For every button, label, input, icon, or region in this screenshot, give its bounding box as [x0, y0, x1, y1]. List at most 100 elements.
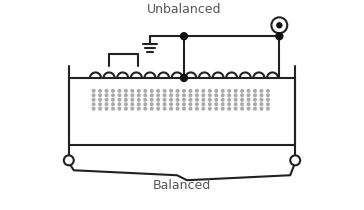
Circle shape: [272, 17, 287, 33]
Circle shape: [247, 94, 250, 97]
Circle shape: [92, 94, 95, 97]
Circle shape: [189, 89, 192, 92]
Circle shape: [118, 94, 121, 97]
Circle shape: [176, 103, 179, 106]
Circle shape: [221, 89, 224, 92]
Circle shape: [112, 89, 114, 92]
Circle shape: [176, 94, 179, 97]
Circle shape: [241, 94, 244, 97]
Circle shape: [234, 103, 237, 106]
Circle shape: [112, 94, 114, 97]
Circle shape: [131, 98, 134, 101]
Circle shape: [131, 103, 134, 106]
Circle shape: [221, 103, 224, 106]
Circle shape: [254, 103, 256, 106]
Circle shape: [131, 107, 134, 110]
Circle shape: [215, 107, 218, 110]
Circle shape: [157, 94, 159, 97]
Circle shape: [150, 89, 153, 92]
Circle shape: [189, 107, 192, 110]
Circle shape: [247, 89, 250, 92]
Circle shape: [150, 98, 153, 101]
Circle shape: [247, 103, 250, 106]
Circle shape: [99, 98, 101, 101]
Circle shape: [247, 107, 250, 110]
Circle shape: [266, 107, 269, 110]
Circle shape: [266, 98, 269, 101]
Circle shape: [254, 107, 256, 110]
Circle shape: [202, 103, 205, 106]
Circle shape: [157, 107, 159, 110]
Circle shape: [163, 98, 166, 101]
Circle shape: [99, 89, 101, 92]
Circle shape: [163, 94, 166, 97]
Circle shape: [189, 98, 192, 101]
Circle shape: [124, 103, 127, 106]
Circle shape: [105, 107, 108, 110]
Circle shape: [157, 98, 159, 101]
Circle shape: [260, 98, 263, 101]
Circle shape: [189, 103, 192, 106]
Circle shape: [202, 107, 205, 110]
Circle shape: [99, 107, 101, 110]
Circle shape: [163, 89, 166, 92]
Circle shape: [195, 94, 198, 97]
Circle shape: [112, 103, 114, 106]
Circle shape: [112, 107, 114, 110]
Circle shape: [266, 103, 269, 106]
Circle shape: [176, 98, 179, 101]
Circle shape: [241, 107, 244, 110]
Circle shape: [209, 98, 211, 101]
Circle shape: [183, 94, 185, 97]
Circle shape: [228, 103, 230, 106]
Circle shape: [241, 98, 244, 101]
Circle shape: [170, 107, 173, 110]
Circle shape: [221, 98, 224, 101]
Circle shape: [209, 89, 211, 92]
Circle shape: [131, 89, 134, 92]
Circle shape: [209, 94, 211, 97]
Circle shape: [195, 103, 198, 106]
Circle shape: [276, 33, 283, 40]
Circle shape: [138, 89, 140, 92]
Circle shape: [150, 103, 153, 106]
Circle shape: [124, 98, 127, 101]
Circle shape: [170, 94, 173, 97]
Circle shape: [112, 98, 114, 101]
Circle shape: [144, 103, 147, 106]
Circle shape: [170, 89, 173, 92]
Circle shape: [241, 103, 244, 106]
Circle shape: [228, 89, 230, 92]
Circle shape: [241, 89, 244, 92]
Circle shape: [124, 107, 127, 110]
Circle shape: [195, 98, 198, 101]
Circle shape: [64, 155, 74, 165]
Circle shape: [260, 103, 263, 106]
Circle shape: [266, 94, 269, 97]
Circle shape: [195, 89, 198, 92]
Circle shape: [215, 98, 218, 101]
Circle shape: [118, 107, 121, 110]
Circle shape: [202, 89, 205, 92]
Circle shape: [183, 107, 185, 110]
Circle shape: [209, 103, 211, 106]
Circle shape: [176, 107, 179, 110]
Circle shape: [99, 103, 101, 106]
Circle shape: [138, 94, 140, 97]
Circle shape: [215, 94, 218, 97]
Circle shape: [260, 107, 263, 110]
Circle shape: [215, 89, 218, 92]
Circle shape: [163, 103, 166, 106]
Circle shape: [92, 107, 95, 110]
Circle shape: [221, 94, 224, 97]
Circle shape: [290, 155, 300, 165]
Circle shape: [138, 107, 140, 110]
Text: Balanced: Balanced: [153, 179, 211, 192]
Circle shape: [277, 23, 282, 28]
Circle shape: [195, 107, 198, 110]
Circle shape: [234, 89, 237, 92]
Circle shape: [150, 107, 153, 110]
Circle shape: [260, 89, 263, 92]
Circle shape: [138, 98, 140, 101]
Circle shape: [92, 89, 95, 92]
